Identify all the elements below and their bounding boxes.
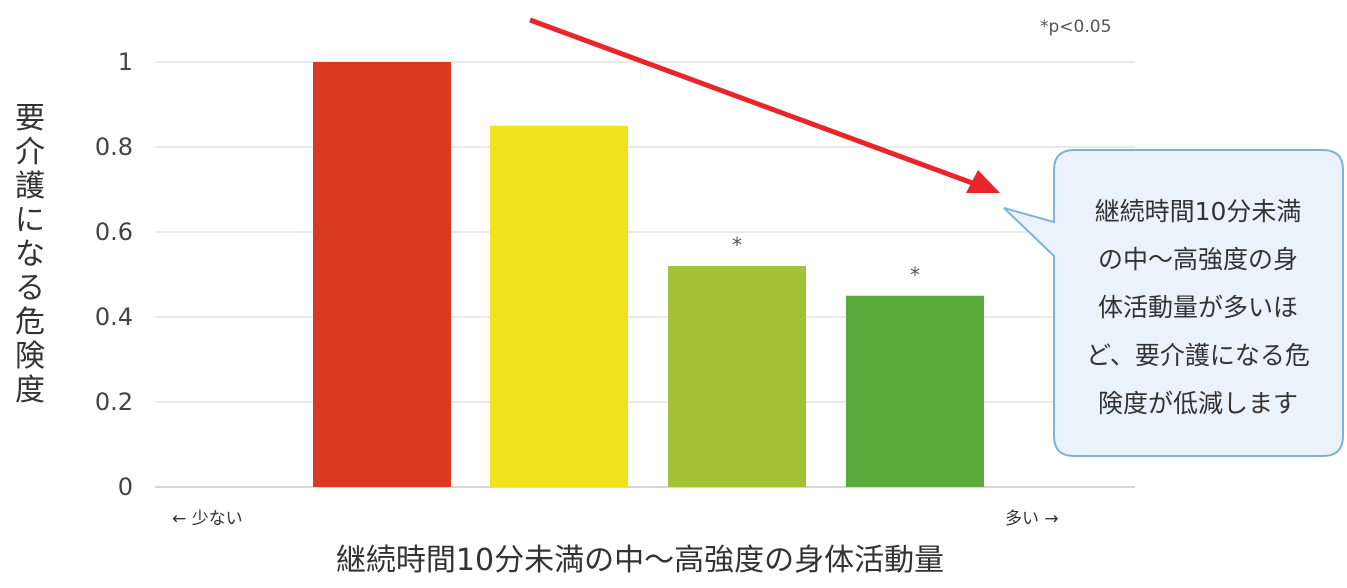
- y-axis-label-char: 護: [15, 169, 45, 204]
- y-tick-label: 1: [118, 48, 133, 76]
- y-tick-label: 0.4: [95, 303, 133, 331]
- trend-arrow-head: [966, 170, 1000, 193]
- y-tick-label: 0.8: [95, 133, 133, 161]
- bar: [313, 62, 451, 487]
- gridlines: [155, 61, 1135, 488]
- axis-high-label: 多い →: [1005, 509, 1059, 529]
- callout-line: 体活動量が多いほ: [1098, 293, 1298, 322]
- callout-bubble: 継続時間10分未満の中〜高強度の身体活動量が多いほど、要介護になる危険度が低減し…: [1003, 149, 1344, 457]
- y-axis-label-char: な: [15, 237, 45, 272]
- bar: [846, 295, 984, 487]
- trend-arrow: [529, 17, 1000, 193]
- y-axis-label-char: 介: [15, 135, 45, 170]
- significance-note: *p<0.05: [1040, 17, 1111, 37]
- bar: [490, 125, 628, 487]
- bars: **: [313, 62, 984, 487]
- axis-low-label: ← 少ない: [172, 509, 243, 529]
- bar: [668, 266, 806, 487]
- y-axis-label-char: 要: [15, 101, 45, 136]
- y-axis-label-char: 険: [15, 339, 45, 374]
- y-tick-label: 0.6: [95, 218, 133, 246]
- callout-line: ど、要介護になる危: [1086, 341, 1310, 370]
- y-axis-label-char: 度: [15, 373, 45, 408]
- y-tick-label: 0: [118, 473, 133, 501]
- trend-arrow-shaft: [529, 17, 976, 187]
- y-axis: 0 0.2 0.4 0.6 0.8 1: [95, 48, 133, 501]
- y-axis-label-char: 危: [15, 305, 45, 340]
- y-axis-label-char: に: [15, 203, 45, 238]
- significance-star: *: [732, 233, 742, 257]
- callout-shape: [1003, 149, 1344, 457]
- callout-line: の中〜高強度の身: [1098, 245, 1298, 274]
- x-axis-label: 継続時間10分未満の中〜高強度の身体活動量: [336, 543, 944, 578]
- y-tick-label: 0.2: [95, 388, 133, 416]
- callout-line: 継続時間10分未満: [1095, 197, 1302, 226]
- y-axis-label-char: る: [15, 271, 45, 306]
- callout-text: 継続時間10分未満の中〜高強度の身体活動量が多いほど、要介護になる危険度が低減し…: [1086, 197, 1310, 418]
- callout-line: 険度が低減します: [1098, 389, 1298, 418]
- significance-star: *: [910, 263, 920, 287]
